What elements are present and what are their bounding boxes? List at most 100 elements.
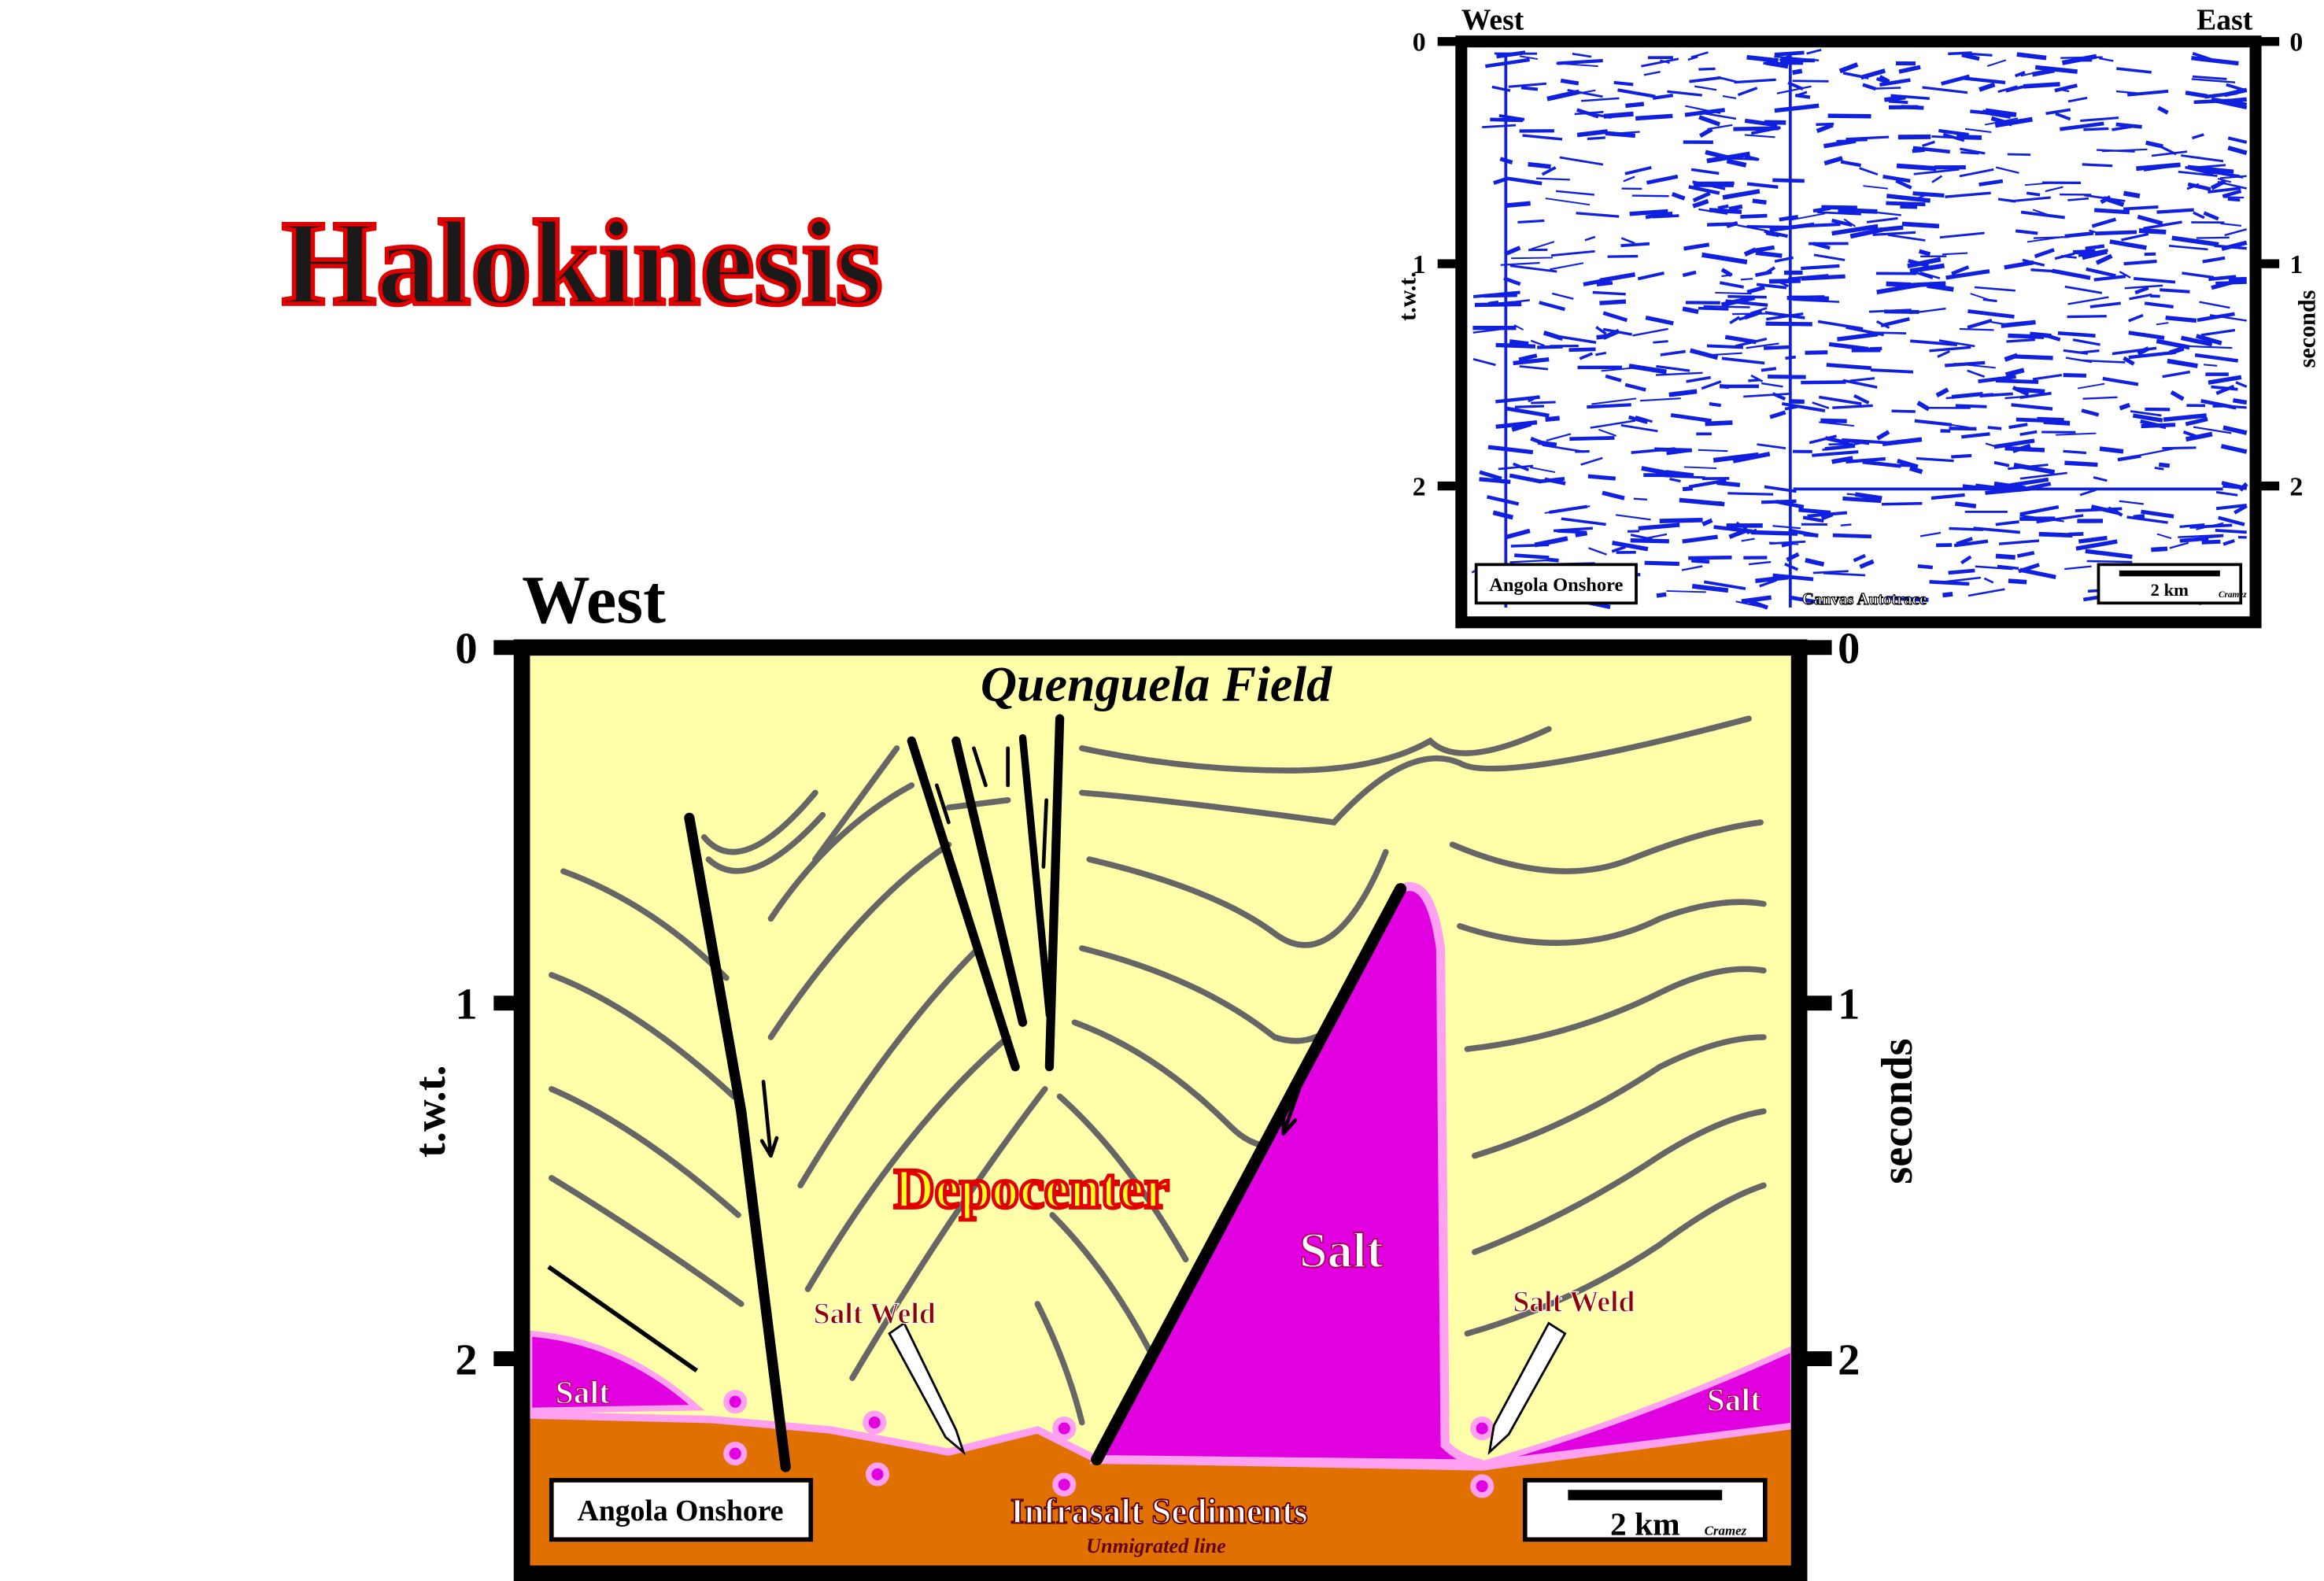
- seismic-reflection: [1859, 167, 1879, 175]
- seismic-reflection: [1528, 161, 1551, 169]
- seismic-reflection: [1798, 508, 1831, 515]
- seismic-reflection: [1985, 442, 1997, 448]
- seismic-reflection: [1746, 342, 1779, 349]
- seismic-reflection: [1513, 324, 1524, 331]
- seismic-reflection: [2057, 331, 2096, 338]
- seismic-reflection: [1779, 215, 1799, 222]
- seismic-reflection: [2138, 228, 2167, 235]
- seismic-reflection: [1645, 315, 1674, 326]
- seismic-reflection: [2181, 154, 2224, 163]
- seismic-reflection: [1945, 191, 1991, 198]
- seismic-reflection: [1530, 467, 1556, 473]
- location-box: [549, 1478, 814, 1542]
- seismic-reflection: [1772, 178, 1805, 183]
- seismic-reflection: [2123, 190, 2141, 199]
- seismic-reflection: [1698, 127, 1713, 138]
- seismic-reflection: [1909, 263, 1945, 274]
- seismic-reflection: [2180, 335, 2213, 347]
- seismic-reflection: [1595, 351, 1607, 356]
- seismic-reflection: [1583, 277, 1610, 286]
- seismic-reflection: [2162, 446, 2197, 450]
- seismic-reflection: [1772, 573, 1814, 582]
- seismic-reflection: [1789, 295, 1829, 301]
- seismic-reflection: [2193, 426, 2232, 434]
- seismic-reflection: [1694, 85, 1717, 91]
- seismic-reflection: [1472, 290, 1520, 299]
- seismic-reflection: [1572, 53, 1592, 58]
- seismic-reflection: [2196, 334, 2222, 345]
- seismic-reflection: [1842, 379, 1878, 389]
- seismic-reflection: [1744, 309, 1763, 320]
- seismic-reflection: [1746, 54, 1779, 64]
- markers: [723, 1390, 1495, 1498]
- seismic-reflection: [1979, 392, 2013, 397]
- faults: [684, 714, 1407, 1472]
- tick-label: 0: [1413, 28, 1426, 57]
- seismic-reflection: [1690, 559, 1710, 564]
- seismic-reflection: [1654, 447, 1692, 453]
- seismic-reflection: [1818, 395, 1862, 405]
- seismic-reflection: [1708, 352, 1742, 356]
- seismic-reflection: [2004, 368, 2025, 378]
- seismic-reflection: [1747, 599, 1768, 610]
- seismic-reflection: [1656, 371, 1703, 376]
- seismic-reflection: [1912, 270, 1934, 279]
- seismic-reflection: [2182, 430, 2201, 439]
- seismic-reflection: [1997, 85, 2018, 93]
- seismic-reflection: [1809, 434, 1837, 445]
- seismic-reflection: [2112, 346, 2157, 356]
- seismic-reflection: [1706, 344, 1744, 349]
- seismic-reflection: [1720, 295, 1756, 308]
- seismic-reflection: [1986, 59, 2007, 67]
- seismic-reflection: [2165, 315, 2197, 323]
- seismic-reflection: [2156, 338, 2190, 350]
- seismic-reflection: [1576, 129, 1609, 138]
- seismic-reflection: [2093, 476, 2108, 482]
- seismic-reflection: [1641, 57, 1679, 68]
- seismic-reflection: [1698, 208, 1728, 215]
- seismic-reflection: [2004, 394, 2036, 400]
- seismic-reflection: [1630, 534, 1653, 541]
- seismic-reflection: [2222, 189, 2242, 198]
- seismic-reflection: [2160, 288, 2190, 294]
- seismic-reflection: [2089, 301, 2122, 308]
- seismic-reflection: [2192, 75, 2227, 80]
- seismic-reflection: [1599, 299, 1627, 305]
- seismic-reflection: [2187, 182, 2211, 191]
- seismic-reflection: [2054, 83, 2078, 93]
- seismic-reflection: [1876, 430, 1890, 441]
- seismic-reflection: [1602, 327, 1632, 336]
- seismic-reflection: [2215, 490, 2238, 497]
- seismic-reflection: [1880, 316, 1910, 328]
- seismic-reflection: [1682, 306, 1699, 314]
- seismic-reflection: [1967, 308, 2015, 319]
- seismic-reflection: [1987, 426, 2002, 430]
- seismic-reflection: [1967, 588, 2005, 597]
- seismic-reflection: [1513, 462, 1530, 471]
- seismic-reflection: [2157, 105, 2169, 115]
- seismic-reflection: [1979, 82, 1996, 92]
- seismic-reflection: [1602, 490, 1625, 501]
- field-label: Quenguela Field: [981, 656, 1332, 712]
- seismic-reflection: [2167, 358, 2198, 368]
- seismic-reflection: [1635, 113, 1673, 121]
- seismic-reflection: [1728, 204, 1743, 212]
- seismic-reflection: [2052, 268, 2091, 280]
- seismic-reflection: [1519, 365, 1549, 371]
- seismic-reflection: [1542, 444, 1585, 453]
- seismic-reflection: [2178, 534, 2224, 538]
- tick-label: 2: [455, 1335, 477, 1384]
- seismic-reflection: [2116, 67, 2152, 74]
- seismic-reflection: [1698, 67, 1716, 71]
- seismic-reflection: [1645, 211, 1673, 220]
- seismic-reflection: [2215, 528, 2247, 534]
- seismic-reflection: [1949, 427, 1977, 431]
- seismic-reflection: [2219, 175, 2247, 179]
- seismic-reflection: [1728, 528, 1748, 539]
- seismic-reflection: [1961, 53, 1980, 61]
- seismic-reflection: [1746, 182, 1779, 189]
- seismic-reflection: [1727, 492, 1774, 496]
- seismic-reflection: [1671, 191, 1686, 201]
- seismic-reflection: [1813, 253, 1846, 261]
- seismic-reflection: [2124, 284, 2163, 290]
